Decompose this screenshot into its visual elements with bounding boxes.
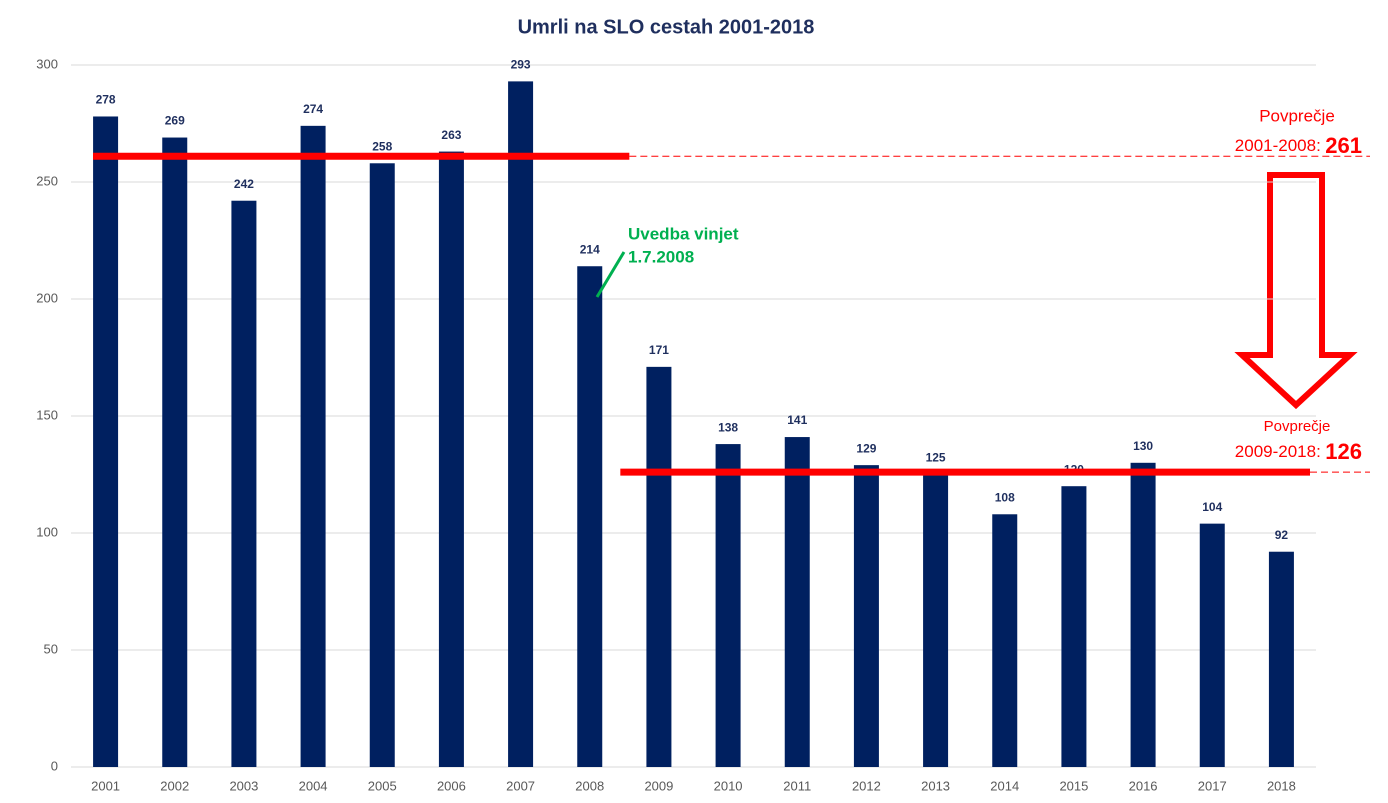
value-label: 242 (234, 177, 254, 191)
bar (369, 163, 395, 767)
value-label: 138 (718, 420, 738, 434)
x-tick-label: 2011 (783, 778, 811, 793)
x-tick-label: 2010 (714, 778, 743, 793)
annotation-text: Uvedba vinjet (628, 224, 739, 243)
value-label: 278 (96, 93, 116, 107)
x-tick-label: 2008 (575, 778, 604, 793)
y-tick-label: 200 (36, 290, 58, 305)
average-label: 2009-2018: 126 (1235, 439, 1362, 464)
bar (1268, 551, 1294, 767)
value-label: 171 (649, 343, 669, 357)
bar (93, 116, 119, 768)
y-tick-label: 0 (51, 758, 58, 773)
average-label: 2001-2008: 261 (1235, 133, 1362, 158)
x-tick-label: 2013 (921, 778, 950, 793)
bar (1199, 523, 1225, 767)
bar (162, 137, 188, 768)
bar (508, 81, 534, 767)
bar (300, 125, 326, 768)
y-tick-label: 250 (36, 173, 58, 188)
average-title: Povprečje (1259, 106, 1335, 125)
x-tick-label: 2014 (990, 778, 1019, 793)
value-label: 92 (1275, 528, 1289, 542)
value-label: 258 (372, 139, 392, 153)
arrow (1234, 172, 1358, 410)
x-tick-label: 2009 (644, 778, 673, 793)
y-tick-label: 150 (36, 407, 58, 422)
value-label: 129 (856, 441, 876, 455)
value-label: 104 (1202, 500, 1222, 514)
average-title: Povprečje (1264, 418, 1331, 435)
bar (715, 444, 741, 767)
value-label: 214 (580, 242, 600, 256)
average-period: 2001-2008: (1235, 136, 1321, 155)
bar (853, 465, 879, 767)
x-tick-label: 2006 (437, 778, 466, 793)
x-tick-label: 2005 (368, 778, 397, 793)
value-label: 108 (995, 490, 1015, 504)
x-tick-label: 2001 (91, 778, 120, 793)
x-tick-label: 2016 (1129, 778, 1158, 793)
annotation-text: 1.7.2008 (628, 247, 694, 266)
value-label: 263 (441, 128, 461, 142)
chart-title: Umrli na SLO cestah 2001-2018 (518, 16, 815, 38)
average-value: 261 (1325, 133, 1362, 158)
bar (992, 514, 1018, 767)
y-tick-label: 50 (44, 641, 58, 656)
x-tick-label: 2017 (1198, 778, 1227, 793)
value-label: 293 (511, 58, 531, 72)
y-tick-label: 100 (36, 524, 58, 539)
x-tick-label: 2018 (1267, 778, 1296, 793)
x-tick-label: 2004 (299, 778, 328, 793)
average-period: 2009-2018: (1235, 442, 1321, 461)
bar (577, 266, 603, 767)
x-tick-label: 2012 (852, 778, 881, 793)
y-tick-label: 300 (36, 56, 58, 71)
annotation-pointer (595, 251, 626, 298)
bar (231, 200, 257, 768)
bar (1061, 486, 1087, 767)
average-value: 126 (1325, 439, 1362, 464)
bar (784, 437, 810, 767)
x-tick-label: 2015 (1059, 778, 1088, 793)
bar (438, 151, 464, 767)
bar (923, 474, 949, 767)
x-tick-label: 2007 (506, 778, 535, 793)
value-label: 274 (303, 102, 323, 116)
x-tick-label: 2002 (160, 778, 189, 793)
bar (646, 366, 672, 767)
value-label: 269 (165, 114, 185, 128)
value-label: 130 (1133, 439, 1153, 453)
x-tick-label: 2003 (229, 778, 258, 793)
bar (1130, 462, 1156, 767)
value-label: 141 (787, 413, 807, 427)
value-label: 125 (926, 451, 946, 465)
